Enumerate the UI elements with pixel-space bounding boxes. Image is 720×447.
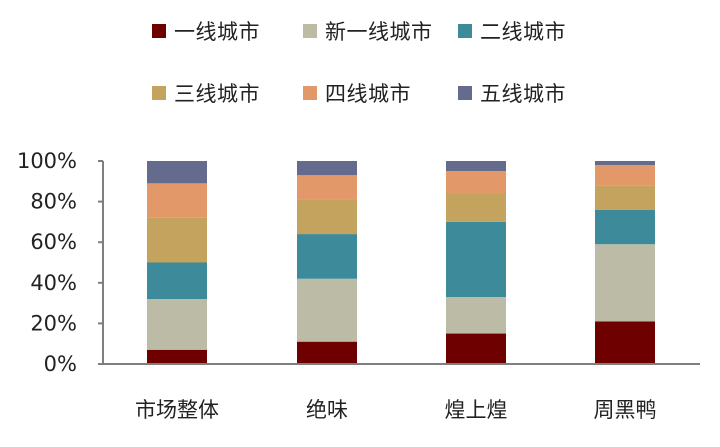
bar-segment — [147, 299, 207, 350]
x-category-label: 周黑鸭 — [594, 398, 657, 422]
legend-label: 四线城市 — [325, 82, 411, 106]
x-category-label: 绝味 — [306, 398, 348, 422]
legend-item: 四线城市 — [303, 80, 411, 106]
bar-segment — [446, 171, 506, 194]
bar-segment — [297, 161, 357, 176]
legend-swatch — [303, 86, 317, 100]
legend-swatch — [303, 24, 317, 38]
bar-segment — [147, 161, 207, 184]
bar-segment — [595, 209, 655, 245]
y-tick-label: 100% — [17, 149, 77, 173]
bar-segment — [147, 349, 207, 364]
bar-segment — [446, 221, 506, 298]
bar-segment — [297, 175, 357, 200]
bar-segment — [297, 234, 357, 279]
bar-segment — [446, 161, 506, 172]
legend-swatch — [458, 86, 472, 100]
bar-segment — [595, 244, 655, 322]
chart-legend: 一线城市 新一线城市 二线城市三线城市 四线城市 五线城市 — [0, 18, 720, 118]
bar-segment — [297, 278, 357, 342]
legend-item: 二线城市 — [458, 18, 566, 44]
legend-item: 五线城市 — [458, 80, 566, 106]
bar-segment — [147, 262, 207, 300]
legend-item: 新一线城市 — [303, 18, 433, 44]
bar-segment — [297, 341, 357, 364]
bar-segment — [147, 217, 207, 263]
bar-segment — [446, 333, 506, 364]
x-category-label: 煌上煌 — [445, 398, 508, 422]
y-tick-label: 20% — [30, 311, 77, 335]
bar-segment — [446, 193, 506, 222]
x-category-label: 市场整体 — [135, 398, 219, 422]
y-tick-label: 80% — [30, 190, 77, 214]
bar-segment — [147, 183, 207, 218]
bar-segment — [595, 185, 655, 210]
legend-label: 三线城市 — [174, 82, 260, 106]
bar-segment — [297, 199, 357, 235]
legend-label: 五线城市 — [480, 82, 566, 106]
legend-item: 三线城市 — [152, 80, 260, 106]
bar-segment — [595, 165, 655, 186]
legend-swatch — [152, 86, 166, 100]
y-tick-label: 0% — [44, 352, 77, 376]
legend-label: 一线城市 — [174, 20, 260, 44]
y-tick-label: 40% — [30, 271, 77, 295]
legend-label: 新一线城市 — [325, 20, 433, 44]
legend-item: 一线城市 — [152, 18, 260, 44]
bar-segment — [595, 321, 655, 364]
bar-segment — [446, 297, 506, 334]
y-tick-label: 60% — [30, 230, 77, 254]
bar-segment — [595, 161, 655, 166]
legend-swatch — [152, 24, 166, 38]
legend-label: 二线城市 — [480, 20, 566, 44]
legend-swatch — [458, 24, 472, 38]
